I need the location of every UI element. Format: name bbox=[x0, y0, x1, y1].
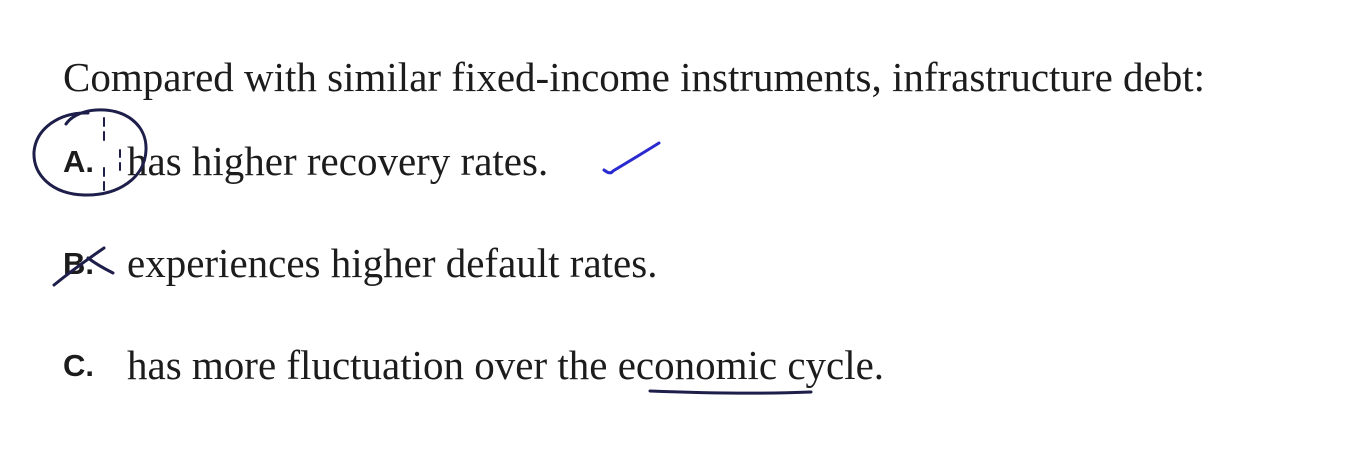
option-c-text: has more fluctuation over the economic c… bbox=[127, 342, 885, 388]
option-c-letter: C. bbox=[63, 348, 94, 383]
checkmark-icon bbox=[602, 141, 661, 175]
option-a-text: has higher recovery rates. bbox=[127, 138, 549, 184]
option-a-letter: A. bbox=[63, 144, 94, 179]
option-b-text: experiences higher default rates. bbox=[127, 240, 658, 286]
option-c[interactable]: C. has more fluctuation over the economic… bbox=[63, 340, 884, 391]
option-b[interactable]: B. experiences higher default rates. bbox=[63, 238, 657, 289]
question-stem: Compared with similar fixed-income instr… bbox=[63, 54, 1206, 100]
underline-mark-economic bbox=[648, 389, 813, 395]
option-a[interactable]: A. has higher recovery rates. bbox=[63, 136, 548, 187]
option-b-letter: B. bbox=[63, 246, 94, 281]
